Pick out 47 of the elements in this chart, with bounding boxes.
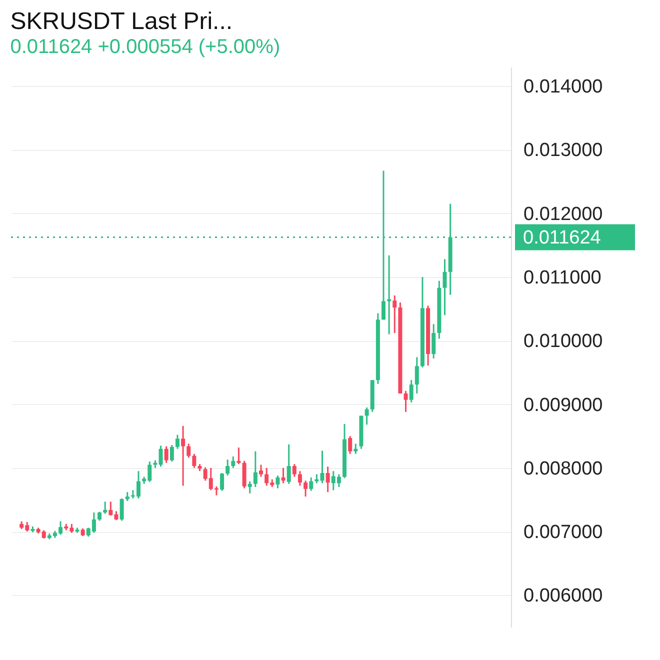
candlestick (442, 258, 447, 316)
y-tick-label: 0.011000 (524, 268, 602, 288)
candlestick (404, 390, 408, 413)
candlestick (348, 435, 352, 455)
y-tick-label: 0.009000 (524, 394, 603, 416)
candlestick (292, 463, 296, 478)
candlestick (309, 476, 314, 492)
chart-title: SKRUSDT Last Pri... (10, 8, 233, 35)
candlestick (326, 466, 330, 493)
candlestick (248, 480, 252, 494)
candlestick (164, 446, 168, 464)
candlestick (298, 470, 302, 486)
candlestick (392, 294, 397, 334)
candlestick (304, 480, 308, 498)
y-tick-label: 0.007000 (524, 522, 603, 544)
candlestick (231, 456, 236, 469)
candlestick (226, 458, 230, 476)
candlestick (186, 442, 191, 458)
y-tick-label: 0.013000 (524, 140, 603, 162)
y-tick-label: 0.008000 (524, 458, 603, 480)
y-tick-label: 0.006000 (524, 586, 603, 607)
ref-line-label: 0.011624 (523, 227, 602, 248)
candlestick (103, 500, 108, 514)
candlestick (432, 323, 436, 360)
candlestick (320, 450, 324, 484)
candlestick (259, 464, 263, 478)
candlestick (281, 467, 286, 484)
candlestick (192, 453, 196, 469)
candlestick (253, 450, 258, 488)
candlestick (242, 460, 246, 490)
candlestick (170, 444, 174, 462)
candlestick (286, 444, 291, 485)
y-tick-label: 0.014000 (524, 76, 603, 98)
candlestick (158, 444, 163, 468)
y-tick-label: 0.012000 (524, 204, 603, 225)
candlestick (409, 379, 414, 404)
candlestick (181, 425, 186, 486)
candlestick (354, 442, 358, 455)
candlestick (175, 434, 180, 450)
candlestick (414, 356, 419, 394)
candlestick (220, 472, 224, 492)
candlestick (120, 498, 124, 522)
candlestick (236, 446, 241, 465)
candlestick (364, 406, 369, 426)
candlestick (276, 474, 280, 490)
chart-subtitle: 0.011624 +0.000554 (+5.00%) (10, 36, 280, 58)
y-tick-label: 0.010000 (524, 331, 603, 352)
